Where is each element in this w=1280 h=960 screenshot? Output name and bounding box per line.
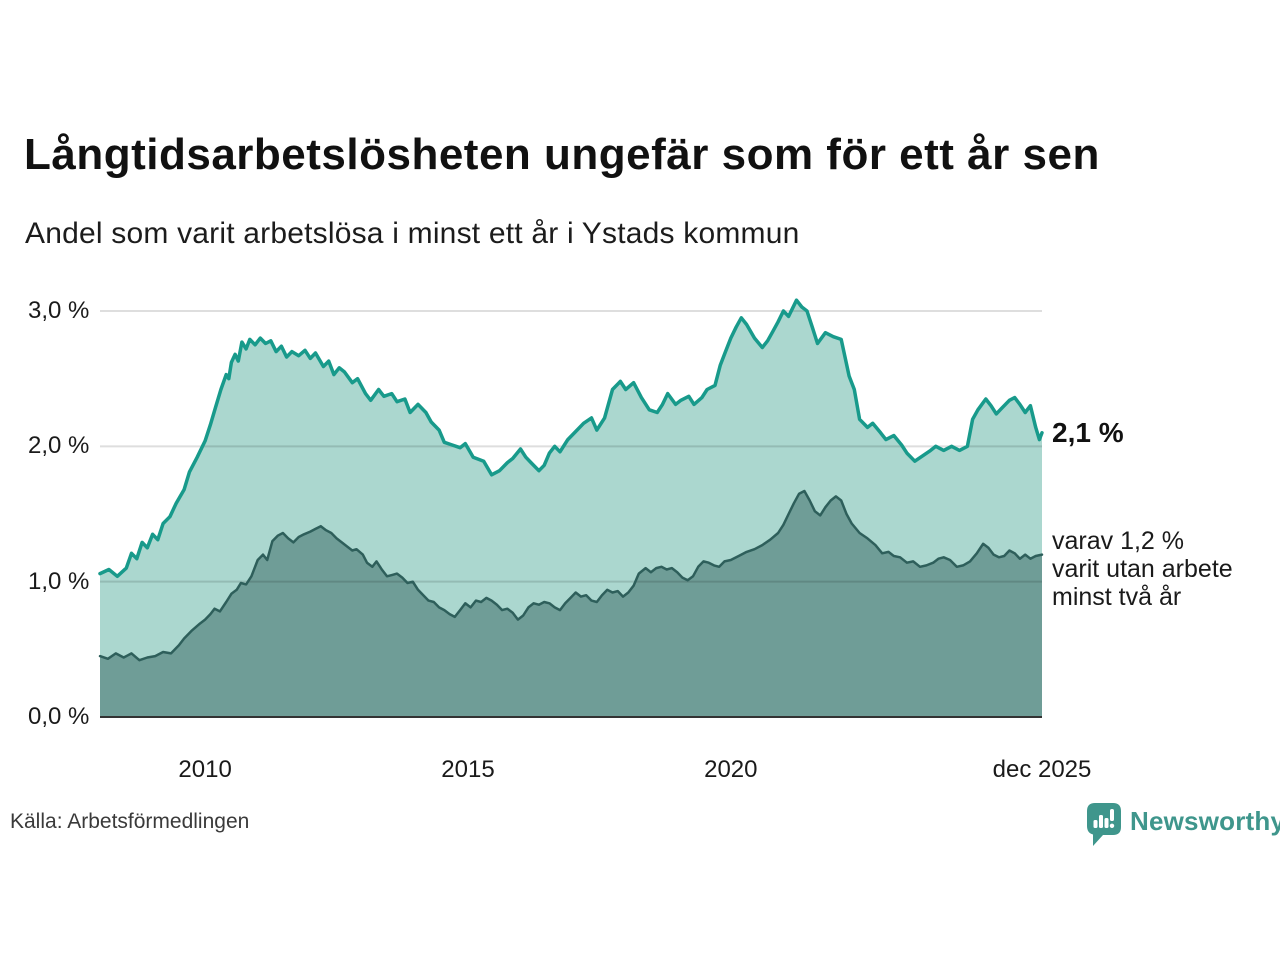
x-axis-label: dec 2025 [992, 756, 1092, 783]
source-note: Källa: Arbetsförmedlingen [10, 810, 250, 833]
series-end-value-label: 2,1 % [1052, 416, 1124, 448]
x-axis-label: 2020 [704, 756, 758, 783]
annotation-line: minst två år [1052, 583, 1182, 611]
page-subtitle: Andel som varit arbetslösa i minst ett å… [25, 217, 800, 250]
brand-logo: Newsworthy [1086, 802, 1280, 848]
newsworthy-logo-icon [1087, 803, 1121, 846]
y-axis-label: 2,0 % [28, 432, 90, 460]
x-axis-label: 2015 [441, 756, 495, 783]
annotation-line: varit utan arbete [1052, 555, 1233, 583]
y-axis-label: 1,0 % [28, 567, 90, 595]
brand-wordmark: Newsworthy [1130, 806, 1280, 836]
series-annotation: varav 1,2 % varit utan arbete minst två … [1052, 527, 1233, 611]
annotation-line: varav 1,2 % [1052, 527, 1185, 555]
y-axis-label: 3,0 % [28, 297, 90, 324]
y-axis-label: 0,0 % [28, 703, 90, 730]
x-axis-label: 2010 [178, 756, 232, 783]
page-title: Långtidsarbetslösheten ungefär som för e… [24, 130, 1100, 179]
